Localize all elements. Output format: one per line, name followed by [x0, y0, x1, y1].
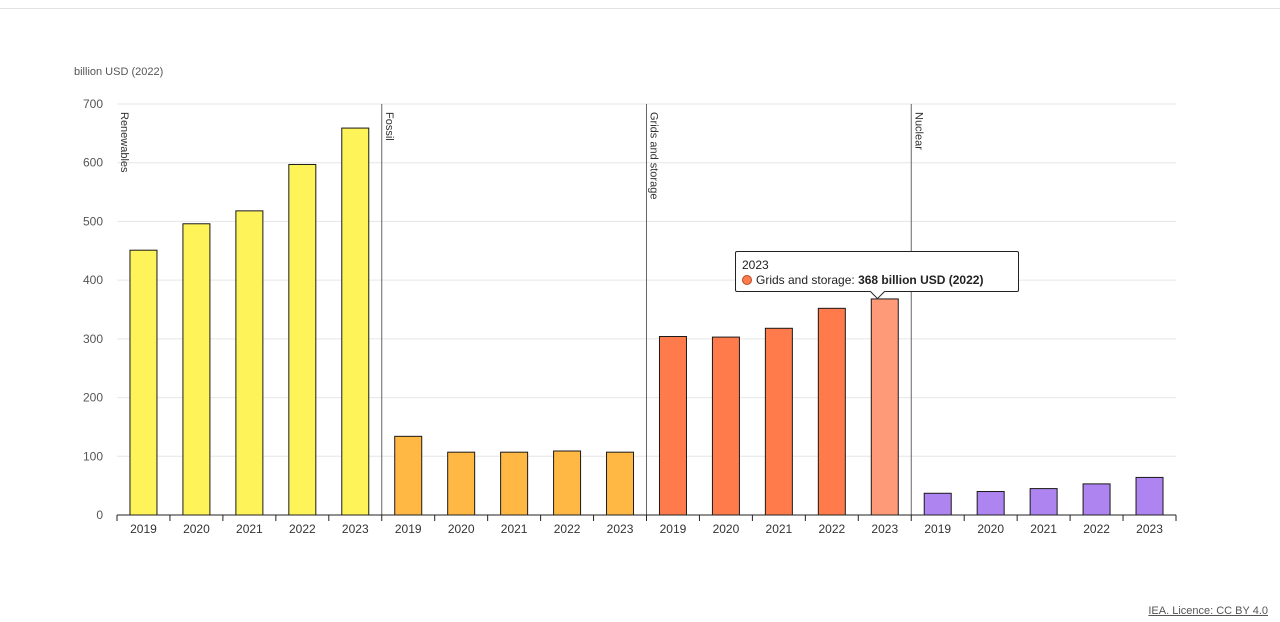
top-divider — [0, 8, 1280, 9]
bar[interactable] — [711, 336, 740, 516]
bar-tooltip: 2023 Grids and storage: 368 billion USD … — [735, 251, 1019, 300]
bar[interactable] — [1135, 476, 1164, 516]
bar[interactable] — [606, 451, 635, 516]
bar[interactable] — [870, 298, 899, 516]
y-tick-label: 700 — [83, 97, 103, 111]
group-label: Renewables — [118, 112, 130, 173]
y-tick-label: 400 — [83, 273, 103, 287]
y-tick-label: 300 — [83, 332, 103, 346]
group-label: Fossil — [383, 112, 395, 141]
bar[interactable] — [182, 223, 211, 516]
x-tick-label: 2020 — [448, 522, 475, 536]
y-tick-label: 100 — [83, 449, 103, 463]
bar[interactable] — [553, 450, 582, 516]
group-separators — [381, 104, 912, 515]
y-tick-label: 200 — [83, 391, 103, 405]
x-tick-label: 2022 — [289, 522, 316, 536]
x-tick-label: 2021 — [236, 522, 263, 536]
x-tick-label: 2019 — [130, 522, 157, 536]
tooltip-year: 2023 — [742, 258, 769, 272]
bar[interactable] — [764, 327, 793, 516]
x-tick-label: 2019 — [660, 522, 687, 536]
tooltip-series-name: Grids and storage: — [756, 273, 855, 287]
x-axis: 2019 2020 2021 2022 2023 2019 2020 2021 2022 2023… — [116, 514, 1177, 536]
x-tick-label: 2021 — [1030, 522, 1057, 536]
x-tick-label: 2022 — [1083, 522, 1110, 536]
y-tick-label: 500 — [83, 214, 103, 228]
x-tick-label: 2022 — [818, 522, 845, 536]
tooltip-value: 368 billion USD (2022) — [858, 273, 984, 287]
bar[interactable] — [976, 491, 1005, 516]
x-tick-label: 2023 — [1136, 522, 1163, 536]
bar[interactable] — [1082, 483, 1111, 516]
x-tick-label: 2023 — [607, 522, 634, 536]
bar[interactable] — [658, 336, 687, 516]
x-tick-label: 2019 — [395, 522, 422, 536]
bar[interactable] — [1029, 488, 1058, 516]
group-labels: Renewables Fossil Grids and storage Nuclear — [118, 112, 924, 199]
bar[interactable] — [500, 451, 529, 516]
bar[interactable] — [288, 163, 317, 516]
y-axis-unit-label: billion USD (2022) — [74, 66, 164, 78]
group-label: Nuclear — [912, 112, 924, 150]
licence-link[interactable]: IEA. Licence: CC BY 4.0 — [1148, 605, 1268, 617]
y-axis-ticks: 0 100 200 300 400 500 600 700 — [83, 97, 103, 522]
bar[interactable] — [394, 435, 423, 516]
y-tick-label: 600 — [83, 156, 103, 170]
x-tick-label: 2021 — [766, 522, 793, 536]
group-label: Grids and storage — [648, 112, 660, 199]
bars — [129, 127, 1164, 516]
x-tick-label: 2023 — [342, 522, 369, 536]
x-tick-label: 2020 — [183, 522, 210, 536]
x-tick-label: 2022 — [554, 522, 581, 536]
bar[interactable] — [235, 210, 264, 516]
x-tick-label: 2020 — [713, 522, 740, 536]
x-tick-label: 2021 — [501, 522, 528, 536]
bar[interactable] — [129, 249, 158, 516]
bar[interactable] — [923, 492, 952, 516]
bar[interactable] — [341, 127, 370, 516]
tooltip-series-dot-icon — [742, 275, 752, 285]
x-tick-label: 2020 — [977, 522, 1004, 536]
bar[interactable] — [447, 451, 476, 516]
bar[interactable] — [817, 307, 846, 516]
x-tick-label: 2023 — [871, 522, 898, 536]
x-tick-label: 2019 — [924, 522, 951, 536]
y-tick-label: 0 — [96, 508, 103, 522]
